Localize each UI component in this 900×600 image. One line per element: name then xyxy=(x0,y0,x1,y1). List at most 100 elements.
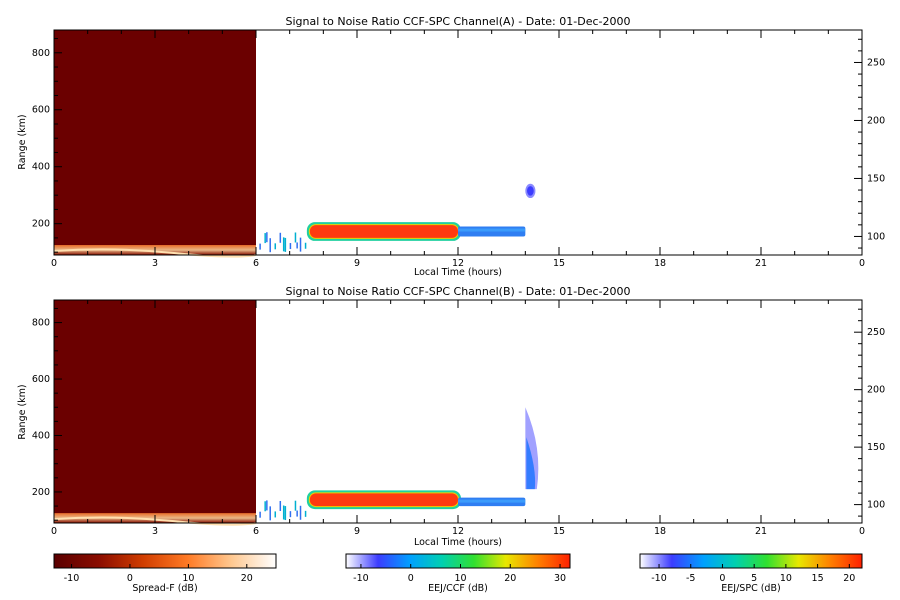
panel-a-xtick-label: 21 xyxy=(755,258,767,269)
panel-a-xlabel: Local Time (hours) xyxy=(414,267,502,278)
colorbar-eej-ccf-label: EEJ/CCF (dB) xyxy=(428,583,488,594)
panel-b-xtick-label: 3 xyxy=(152,526,158,537)
panel-a-region-scattered-speck xyxy=(289,243,292,250)
colorbar-tick-label: 0 xyxy=(719,573,725,584)
colorbar-tick-label: 15 xyxy=(812,573,824,584)
colorbar-tick-label: 0 xyxy=(127,573,133,584)
panel-b-ytick-label: 800 xyxy=(32,318,50,329)
panel-a-region-scattered-speck xyxy=(299,237,302,252)
panel-a-region-scattered-speck xyxy=(284,237,287,252)
panel-b-xtick-label: 6 xyxy=(253,526,259,537)
panel-b-region-scattered-speck xyxy=(274,511,277,518)
panel-a-plot-area: 0 3 6 9 12 15 18 21 0 200 400 600 800 100 150 200 250 xyxy=(32,29,885,269)
panel-a-region-scattered-speck xyxy=(264,233,266,244)
panel-b-xtick-label: 21 xyxy=(755,526,767,537)
panel-a-xtick-label: 12 xyxy=(452,258,464,269)
panel-a-region-scattered-speck xyxy=(274,243,277,250)
panel-b-region-spread-f-bottom-streak xyxy=(53,516,257,526)
colorbar-tick-label: 30 xyxy=(554,573,566,584)
panel-b-ytick-label: 600 xyxy=(32,374,50,385)
panel-b-region-scattered-speck xyxy=(269,506,271,521)
panel-b-y2tick-label: 100 xyxy=(867,500,885,511)
panel-a-xtick-label: 3 xyxy=(152,258,158,269)
panel-b-ytick-label: 400 xyxy=(32,430,50,441)
panel-b-ylabel: Range (km) xyxy=(17,384,28,439)
panel-b-region-spread-f xyxy=(54,300,256,523)
colorbar-tick-label: 20 xyxy=(843,573,855,584)
colorbar-spread-f-label: Spread-F (dB) xyxy=(132,583,197,594)
panel-b-y2tick-label: 250 xyxy=(867,327,885,338)
colorbar-eej-ccf: -10 0 10 20 30 EEJ/CCF (dB) xyxy=(345,553,571,594)
panel-a-xtick-label: 18 xyxy=(654,258,666,269)
colorbar-eej-spc-label: EEJ/SPC (dB) xyxy=(721,583,780,594)
panel-b-y2tick-label: 150 xyxy=(867,442,885,453)
colorbar-tick-label: -10 xyxy=(651,573,667,584)
panel-a-y2tick-label: 100 xyxy=(867,231,885,242)
colorbar-spread-f-gradient xyxy=(53,553,277,569)
colorbar-tick-label: 10 xyxy=(780,573,792,584)
panel-b-region-scattered-speck xyxy=(264,501,266,512)
panel-b-y2tick-label: 200 xyxy=(867,385,885,396)
panel-a-region-patch-core xyxy=(527,186,534,196)
panel-b-xtick-label: 0 xyxy=(859,526,865,537)
panel-a-ytick-label: 200 xyxy=(32,219,50,230)
panel-a-ytick-label: 400 xyxy=(32,162,50,173)
panel-b-ytick-label: 200 xyxy=(32,487,50,498)
colorbar-tick-label: -10 xyxy=(353,573,369,584)
panel-b-region-eej-spc-band xyxy=(458,499,526,503)
panel-b-xtick-label: 15 xyxy=(553,526,565,537)
panel-b-region-scattered-speck xyxy=(284,506,287,521)
panel-a-title: Signal to Noise Ratio CCF-SPC Channel(A)… xyxy=(286,15,631,28)
panel-a-region-eej-ccf xyxy=(309,225,458,238)
panel-a-region-scattered-speck xyxy=(296,242,298,249)
panel-a-region-scattered-speck xyxy=(266,232,268,243)
colorbar-tick-label: -5 xyxy=(686,573,695,584)
panel-b-region-scattered-speck xyxy=(299,505,302,520)
panel-b-xtick-label: 9 xyxy=(354,526,360,537)
colorbar-tick-label: 20 xyxy=(504,573,516,584)
panel-b-region-scattered-speck xyxy=(279,500,282,511)
panel-a-ytick-label: 600 xyxy=(32,105,50,116)
panel-a-ylabel: Range (km) xyxy=(17,114,28,169)
colorbar-spread-f: -10 0 10 20 Spread-F (dB) xyxy=(53,553,277,594)
panel-channel-a: Signal to Noise Ratio CCF-SPC Channel(A)… xyxy=(17,15,885,278)
colorbar-tick-label: 5 xyxy=(751,573,757,584)
panel-a-ytick-label: 800 xyxy=(32,48,50,59)
panel-b-xlabel: Local Time (hours) xyxy=(414,537,502,548)
panel-b-region-scattered-speck xyxy=(259,511,261,518)
panel-a-xtick-label: 0 xyxy=(51,258,57,269)
panel-a-region-eej-spc-band xyxy=(458,228,526,232)
panel-a-region-spread-f xyxy=(54,30,256,255)
colorbar-tick-label: 20 xyxy=(241,573,253,584)
panel-a-xtick-label: 0 xyxy=(859,258,865,269)
colorbar-eej-ccf-gradient xyxy=(345,553,571,569)
panel-a-y2tick-label: 200 xyxy=(867,115,885,126)
panel-b-region-scattered-speck xyxy=(294,500,297,511)
panel-a-xtick-label: 15 xyxy=(553,258,565,269)
panel-b-xtick-label: 12 xyxy=(452,526,464,537)
colorbar-eej-spc: -10 -5 0 5 10 15 20 EEJ/SPC (dB) xyxy=(639,553,863,594)
panel-b-region-scattered-speck xyxy=(304,510,307,517)
panel-a-region-scattered-speck xyxy=(304,242,307,249)
panel-b-region-scattered-speck xyxy=(289,511,292,518)
panel-b-region-scattered-speck xyxy=(296,510,298,517)
panel-b-region-scattered-speck xyxy=(282,505,285,520)
panel-a-xtick-label: 6 xyxy=(253,258,259,269)
panel-a-region-scattered-speck xyxy=(282,237,285,252)
panel-a-region-scattered-speck xyxy=(279,232,282,243)
panel-a-region-scattered-speck xyxy=(259,243,261,250)
panel-channel-b: Signal to Noise Ratio CCF-SPC Channel(B)… xyxy=(17,285,885,548)
panel-a-region-scattered-speck xyxy=(269,238,271,253)
panel-b-region-plume-core xyxy=(526,437,536,490)
panel-b-region-scattered-speck xyxy=(266,500,268,511)
panel-a-region-scattered-speck xyxy=(294,232,297,243)
panel-a-xtick-label: 9 xyxy=(354,258,360,269)
panel-b-title: Signal to Noise Ratio CCF-SPC Channel(B)… xyxy=(286,285,631,298)
colorbar-tick-label: -10 xyxy=(64,573,80,584)
panel-a-region-spread-f-bottom-streak xyxy=(53,248,257,258)
colorbar-eej-spc-gradient xyxy=(639,553,863,569)
panel-b-xtick-label: 18 xyxy=(654,526,666,537)
panel-b-plot-area: 0 3 6 9 12 15 18 21 0 200 400 600 800 100 150 200 250 xyxy=(32,299,885,537)
panel-b-region-eej-ccf xyxy=(309,493,458,507)
